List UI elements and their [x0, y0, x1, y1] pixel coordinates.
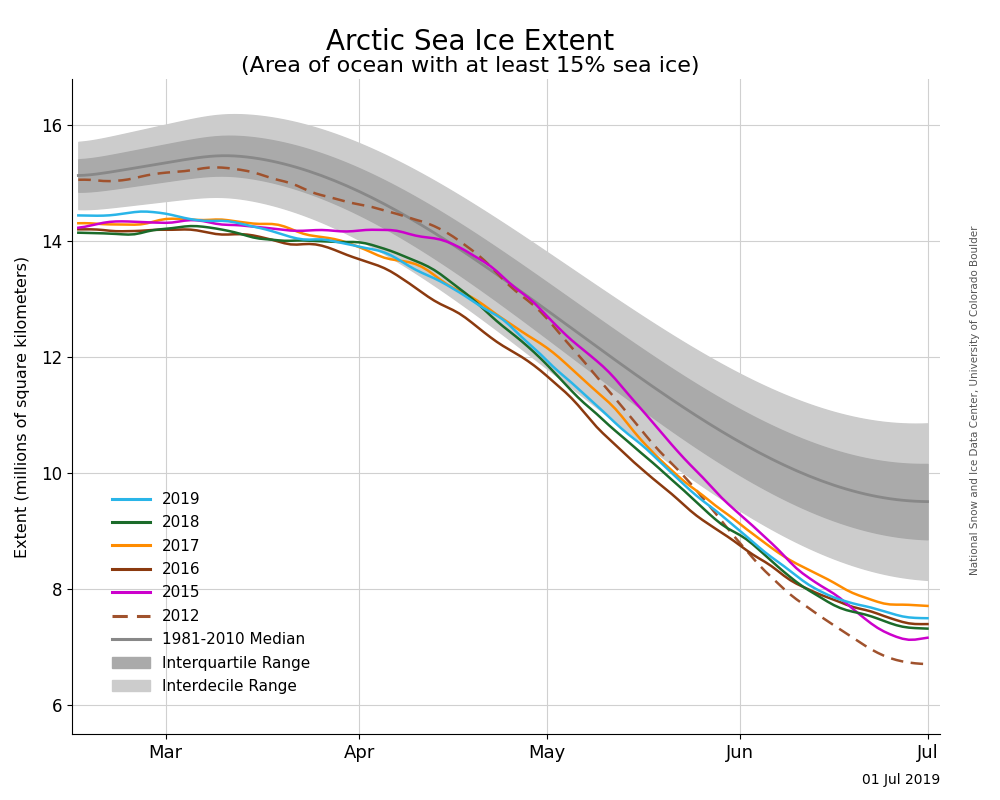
Text: 01 Jul 2019: 01 Jul 2019	[862, 774, 940, 787]
Text: (Area of ocean with at least 15% sea ice): (Area of ocean with at least 15% sea ice…	[241, 56, 699, 76]
Text: Arctic Sea Ice Extent: Arctic Sea Ice Extent	[326, 28, 614, 56]
Legend: 2019, 2018, 2017, 2016, 2015, 2012, 1981-2010 Median, Interquartile Range, Inter: 2019, 2018, 2017, 2016, 2015, 2012, 1981…	[106, 486, 317, 700]
Text: National Snow and Ice Data Center, University of Colorado Boulder: National Snow and Ice Data Center, Unive…	[970, 226, 980, 574]
Y-axis label: Extent (millions of square kilometers): Extent (millions of square kilometers)	[15, 255, 30, 558]
